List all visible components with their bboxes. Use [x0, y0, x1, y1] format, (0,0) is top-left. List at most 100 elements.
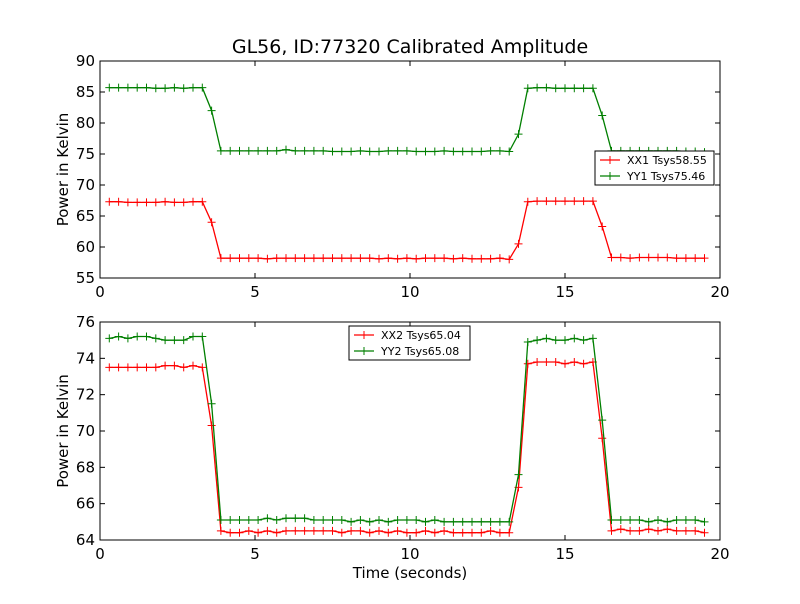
data-point	[291, 514, 300, 523]
data-point	[216, 146, 225, 155]
data-point	[598, 111, 607, 120]
data-point	[356, 146, 365, 155]
data-point	[691, 254, 700, 263]
data-point	[319, 526, 328, 535]
data-point	[105, 197, 114, 206]
data-point	[486, 517, 495, 526]
data-point	[393, 254, 402, 263]
data-point	[216, 516, 225, 525]
data-point	[523, 84, 532, 93]
data-point	[365, 517, 374, 526]
data-point	[551, 357, 560, 366]
data-point	[263, 514, 272, 523]
data-point	[458, 254, 467, 263]
legend-marker	[360, 331, 368, 339]
data-point	[672, 254, 681, 263]
data-point	[282, 526, 290, 535]
data-point	[598, 416, 607, 425]
data-point	[412, 147, 421, 156]
data-point	[588, 334, 597, 343]
data-point	[691, 516, 700, 525]
data-point	[551, 197, 560, 206]
data-point	[626, 254, 635, 263]
data-point	[375, 516, 383, 525]
data-point	[309, 146, 318, 155]
legend-label: YY1 Tsys75.46	[626, 170, 705, 183]
data-point	[235, 146, 244, 155]
data-point	[700, 517, 709, 526]
data-point	[309, 516, 318, 525]
data-point	[105, 363, 114, 372]
y-tick-label: 76	[76, 313, 95, 331]
data-point	[607, 516, 616, 525]
legend-marker	[360, 347, 368, 355]
data-point	[356, 526, 365, 535]
data-point	[133, 363, 142, 372]
legend: XX2 Tsys65.04 YY2 Tsys65.08	[348, 325, 471, 361]
data-point	[495, 517, 504, 526]
data-point	[449, 147, 458, 156]
data-point	[458, 517, 467, 526]
legend-label: XX2 Tsys65.04	[381, 329, 461, 342]
data-point	[579, 359, 588, 368]
data-point	[123, 363, 132, 372]
data-point	[337, 516, 346, 525]
data-point	[477, 528, 486, 537]
y-tick-label: 65	[76, 207, 95, 225]
data-point	[393, 146, 402, 155]
data-point	[319, 146, 328, 155]
data-point	[272, 516, 281, 525]
data-point	[309, 526, 318, 535]
data-point	[365, 147, 374, 156]
data-point	[588, 84, 597, 93]
data-point	[570, 197, 579, 206]
data-point	[170, 361, 179, 370]
data-point	[523, 359, 532, 368]
data-point	[198, 332, 207, 341]
data-point	[635, 253, 644, 262]
data-point	[495, 254, 504, 263]
data-point	[430, 528, 439, 537]
data-point	[458, 528, 467, 537]
data-point	[598, 434, 607, 443]
data-point	[393, 526, 402, 535]
data-point	[505, 528, 514, 537]
data-point	[681, 526, 690, 535]
data-point	[691, 526, 700, 535]
data-point	[663, 525, 672, 534]
data-point	[263, 254, 272, 263]
data-point	[161, 336, 170, 345]
data-point	[291, 526, 300, 535]
data-point	[114, 332, 123, 341]
data-point	[207, 106, 216, 115]
data-point	[449, 528, 458, 537]
y-tick-label: 90	[76, 52, 95, 70]
data-point	[133, 198, 142, 207]
data-point	[468, 528, 476, 537]
data-point	[626, 526, 635, 535]
data-point	[114, 83, 123, 92]
data-point	[412, 528, 421, 537]
data-point	[421, 517, 430, 526]
data-point	[133, 332, 142, 341]
data-point	[375, 526, 383, 535]
data-point	[635, 526, 644, 535]
data-point	[365, 528, 374, 537]
y-tick-label: 75	[76, 145, 95, 163]
data-point	[198, 363, 207, 372]
data-point	[123, 198, 132, 207]
data-point	[523, 337, 532, 346]
bottom-panel: 0 5 10 15 20 64 66 68 70 72 74 76 Power in Kelvin XX2…	[54, 313, 730, 563]
data-point	[189, 83, 197, 92]
data-point	[347, 526, 356, 535]
data-point	[179, 363, 188, 372]
data-point	[421, 526, 430, 535]
y-tick-label: 70	[76, 176, 95, 194]
data-point	[598, 222, 607, 231]
data-point	[616, 253, 625, 262]
data-point	[300, 514, 309, 523]
data-point	[486, 146, 495, 155]
data-point	[681, 516, 690, 525]
data-point	[347, 517, 356, 526]
